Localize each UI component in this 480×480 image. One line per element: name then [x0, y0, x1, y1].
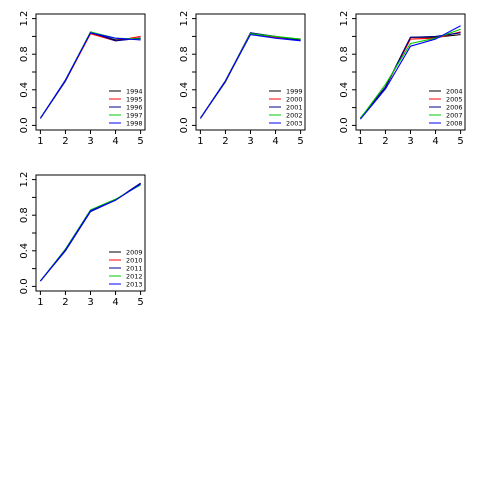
- legend-label: 2001: [286, 103, 303, 111]
- legend-label: 1999: [286, 87, 303, 95]
- x-tick-label: 3: [87, 136, 93, 147]
- y-tick-label: 0.8: [19, 207, 30, 223]
- x-tick-label: 3: [407, 136, 413, 147]
- legend-label: 2011: [126, 264, 143, 272]
- legend-label: 2003: [286, 119, 303, 127]
- legend-label: 1998: [126, 119, 143, 127]
- x-tick-label: 1: [357, 136, 363, 147]
- y-tick-label: 0.0: [179, 117, 190, 133]
- y-tick-label: 0.8: [19, 46, 30, 62]
- y-tick-label: 0.4: [339, 82, 350, 98]
- y-tick-label: 0.4: [19, 82, 30, 98]
- x-tick-label: 2: [382, 136, 388, 147]
- legend-label: 1997: [126, 111, 143, 119]
- x-tick-label: 2: [62, 297, 68, 308]
- x-tick-label: 4: [432, 136, 438, 147]
- series-line-2003: [199, 34, 301, 119]
- y-tick-label: 0.0: [19, 117, 30, 133]
- legend-label: 2013: [126, 280, 143, 288]
- y-tick-label: 1.2: [19, 172, 30, 188]
- legend-label: 2010: [126, 256, 143, 264]
- legend-label: 2004: [446, 87, 463, 95]
- x-tick-label: 4: [112, 136, 118, 147]
- y-tick-label: 1.2: [339, 11, 350, 27]
- legend-label: 1994: [126, 87, 143, 95]
- series-line-1998: [39, 32, 141, 119]
- x-tick-label: 3: [247, 136, 253, 147]
- x-tick-label: 4: [272, 136, 278, 147]
- x-tick-label: 5: [137, 136, 143, 147]
- x-tick-label: 2: [62, 136, 68, 147]
- x-tick-label: 1: [197, 136, 203, 147]
- x-tick-label: 5: [137, 297, 143, 308]
- legend-label: 1995: [126, 95, 143, 103]
- legend-label: 2006: [446, 103, 463, 111]
- legend-label: 2002: [286, 111, 303, 119]
- series-line-2008: [359, 25, 461, 120]
- legend-label: 2008: [446, 119, 463, 127]
- x-tick-label: 1: [37, 297, 43, 308]
- x-tick-label: 3: [87, 297, 93, 308]
- y-tick-label: 0.0: [339, 117, 350, 133]
- x-tick-label: 5: [457, 136, 463, 147]
- x-tick-label: 4: [112, 297, 118, 308]
- y-tick-label: 1.2: [179, 11, 190, 27]
- series-line-2013: [39, 183, 141, 282]
- legend-label: 2009: [126, 248, 143, 256]
- y-tick-label: 0.0: [19, 278, 30, 294]
- y-tick-label: 0.4: [19, 243, 30, 259]
- x-tick-label: 5: [297, 136, 303, 147]
- legend-label: 1996: [126, 103, 143, 111]
- x-tick-label: 1: [37, 136, 43, 147]
- legend-label: 2005: [446, 95, 463, 103]
- legend-label: 2007: [446, 111, 463, 119]
- y-tick-label: 1.2: [19, 11, 30, 27]
- legend-label: 2012: [126, 272, 143, 280]
- legend-label: 2000: [286, 95, 303, 103]
- x-tick-label: 2: [222, 136, 228, 147]
- y-tick-label: 0.4: [179, 82, 190, 98]
- y-tick-label: 0.8: [339, 46, 350, 62]
- y-tick-label: 0.8: [179, 46, 190, 62]
